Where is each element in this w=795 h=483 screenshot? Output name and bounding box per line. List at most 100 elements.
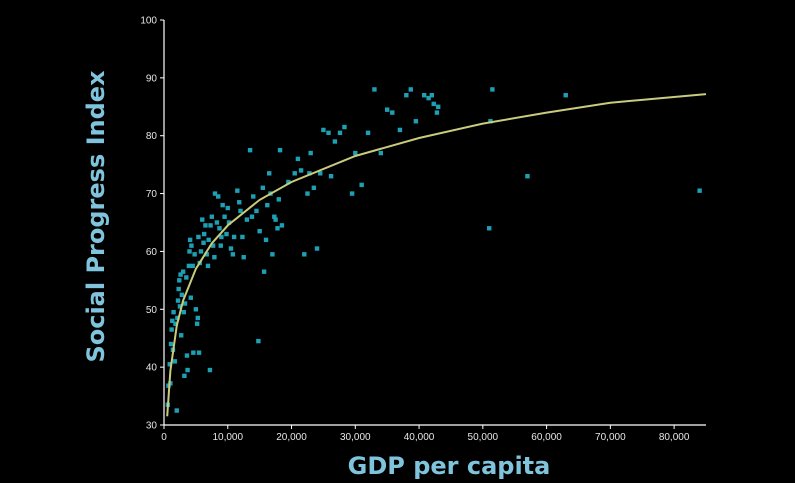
data-point xyxy=(697,188,702,193)
y-tick-label: 50 xyxy=(146,305,158,316)
y-tick-label: 100 xyxy=(140,16,157,27)
data-point xyxy=(249,214,255,219)
data-point xyxy=(326,130,331,136)
data-point xyxy=(180,269,186,274)
data-point xyxy=(220,202,225,208)
data-point xyxy=(207,367,213,373)
data-point xyxy=(167,362,172,367)
data-point xyxy=(201,240,206,245)
y-ticks: 30 40 50 60 70 80 90 100 xyxy=(140,16,164,432)
data-point xyxy=(429,93,435,98)
data-point xyxy=(305,191,310,196)
data-point xyxy=(488,119,493,124)
x-tick-label: 30,000 xyxy=(340,432,371,443)
data-point xyxy=(247,147,253,153)
y-tick-label: 80 xyxy=(146,131,158,142)
data-point xyxy=(205,263,211,269)
axes xyxy=(163,20,706,426)
data-point xyxy=(173,321,178,326)
y-tick-label: 60 xyxy=(146,247,158,258)
data-point xyxy=(184,353,190,358)
data-point xyxy=(204,252,209,257)
y-tick-label: 70 xyxy=(146,189,158,200)
data-point xyxy=(267,171,272,176)
data-point xyxy=(563,93,568,98)
data-point xyxy=(349,191,355,196)
data-point xyxy=(286,179,291,185)
x-tick-label: 70,000 xyxy=(595,432,626,443)
data-point xyxy=(276,197,281,202)
x-tick-label: 50,000 xyxy=(468,432,499,443)
data-point xyxy=(308,150,313,156)
data-point xyxy=(185,367,190,373)
x-tick-label: 10,000 xyxy=(212,432,243,443)
data-point xyxy=(226,220,232,225)
x-tick-label: 0 xyxy=(161,432,167,443)
data-point xyxy=(175,298,181,303)
data-point xyxy=(244,217,250,222)
data-point xyxy=(365,130,371,136)
data-point xyxy=(378,150,383,156)
data-point xyxy=(176,286,181,292)
data-point xyxy=(265,202,270,208)
data-point xyxy=(208,223,213,228)
data-point xyxy=(273,217,278,222)
data-point xyxy=(256,338,261,344)
data-point xyxy=(235,188,240,193)
data-point xyxy=(277,147,283,153)
data-point xyxy=(251,194,256,199)
data-point xyxy=(314,246,320,251)
data-point xyxy=(177,304,183,309)
data-point xyxy=(195,315,200,321)
data-point xyxy=(384,107,390,112)
data-point xyxy=(190,263,195,269)
data-point xyxy=(260,185,266,190)
data-point xyxy=(359,182,364,188)
data-point xyxy=(198,249,204,254)
data-point xyxy=(230,252,236,257)
data-point xyxy=(295,156,301,162)
x-axis-title: GDP per capita xyxy=(348,452,551,480)
data-point xyxy=(257,228,262,234)
data-point xyxy=(216,194,221,199)
data-point xyxy=(200,217,205,222)
data-point xyxy=(222,214,227,219)
data-point xyxy=(188,295,193,300)
data-point xyxy=(196,234,201,240)
data-point xyxy=(178,272,183,277)
data-point xyxy=(177,278,182,283)
data-point xyxy=(189,243,194,248)
data-point xyxy=(187,249,192,254)
data-point xyxy=(187,237,193,243)
data-point xyxy=(263,237,269,243)
data-point xyxy=(170,318,175,324)
data-point xyxy=(337,130,343,136)
data-point xyxy=(408,87,413,92)
data-point xyxy=(426,95,431,101)
data-point xyxy=(179,292,185,298)
data-point xyxy=(434,110,440,115)
data-point xyxy=(292,171,297,176)
data-point xyxy=(302,252,307,257)
data-point xyxy=(194,321,200,326)
data-point xyxy=(212,255,217,260)
data-point xyxy=(209,214,215,219)
data-point xyxy=(372,87,377,92)
data-point xyxy=(206,237,211,243)
data-point xyxy=(490,87,495,92)
data-point xyxy=(219,234,224,240)
data-point xyxy=(237,200,242,205)
y-tick-label: 40 xyxy=(146,363,158,374)
data-point xyxy=(328,174,334,179)
data-point xyxy=(270,252,275,257)
data-point xyxy=(231,234,237,240)
data-point xyxy=(254,208,259,214)
data-point xyxy=(311,185,317,190)
data-point xyxy=(272,214,277,219)
data-point xyxy=(182,301,188,306)
data-point xyxy=(241,255,246,260)
data-point xyxy=(390,110,395,115)
data-point xyxy=(214,220,220,225)
